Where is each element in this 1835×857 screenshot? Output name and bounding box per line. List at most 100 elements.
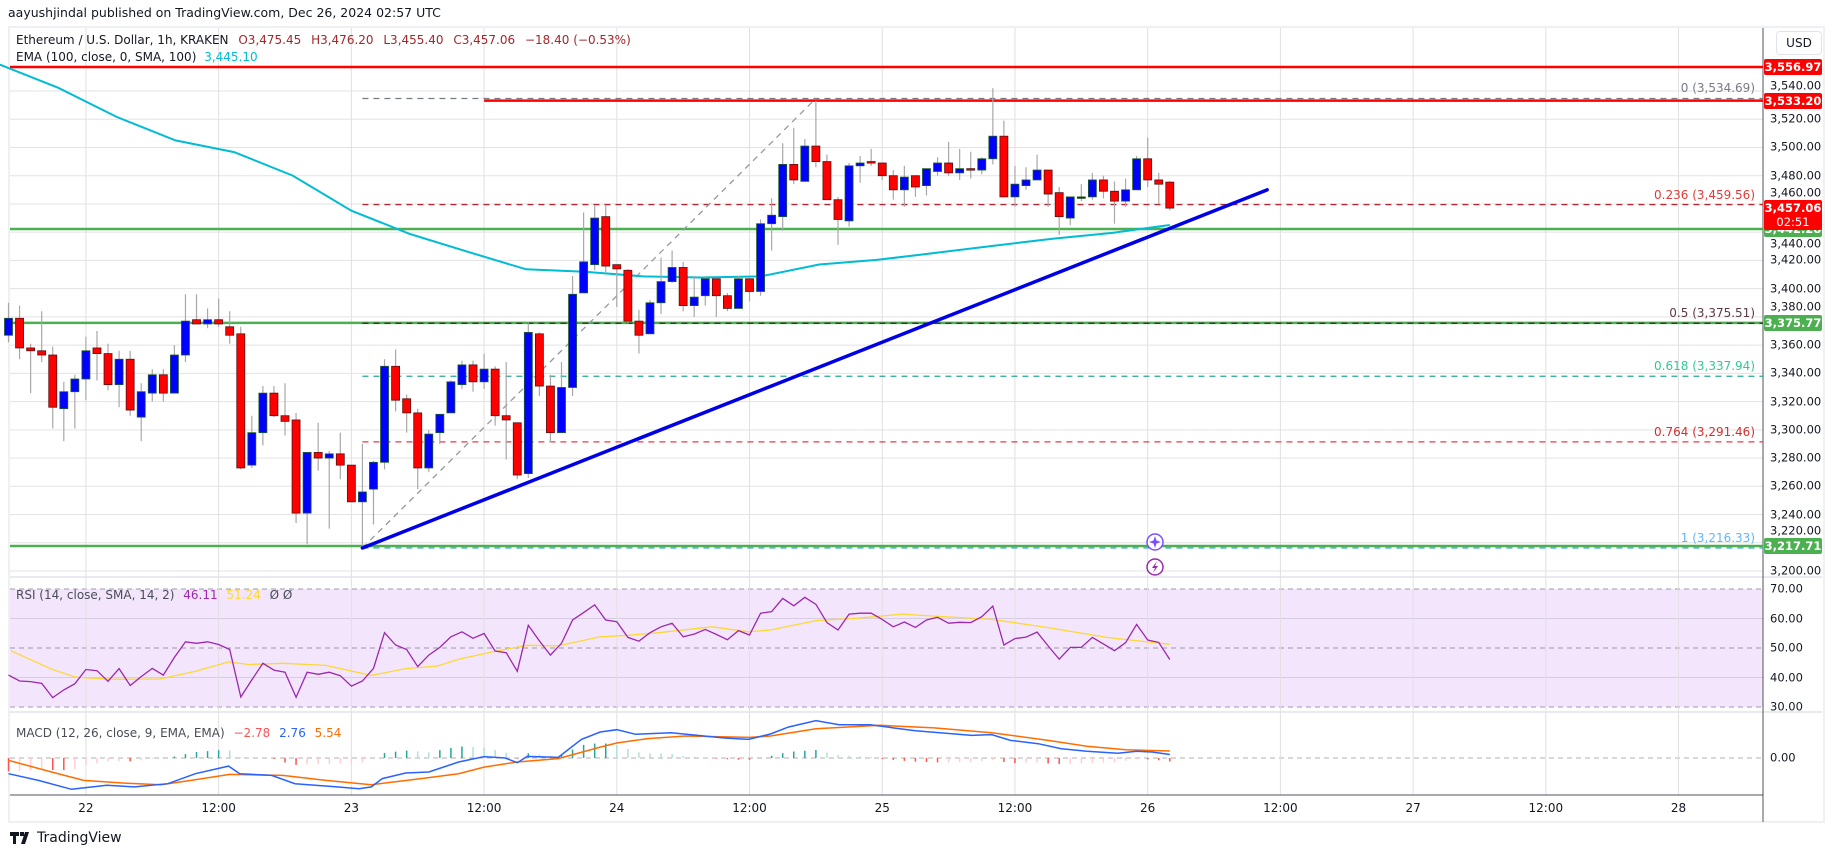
- candle-body: [557, 387, 566, 434]
- candle-body: [1021, 179, 1031, 186]
- low-value: L3,455.40: [383, 33, 444, 47]
- candle: [988, 88, 998, 165]
- candle-body: [800, 145, 810, 182]
- candle-body: [258, 392, 268, 434]
- candle-body: [1165, 181, 1175, 209]
- candle: [214, 298, 224, 327]
- candle: [922, 168, 931, 196]
- rsi-value: 46.11: [183, 588, 218, 602]
- candle: [236, 326, 246, 470]
- candle-body: [203, 319, 212, 325]
- candle: [800, 139, 810, 182]
- candle-body: [1087, 179, 1097, 198]
- candle-body: [446, 381, 456, 414]
- candle-body: [1065, 196, 1075, 219]
- rsi-extra: Ø Ø: [269, 588, 293, 602]
- candle-body: [26, 347, 36, 352]
- candle-body: [369, 461, 378, 490]
- candle-body: [1099, 179, 1108, 192]
- candle: [944, 141, 953, 176]
- candle-body: [114, 358, 124, 386]
- candle-body: [645, 302, 655, 335]
- chart-frame: [8, 26, 1825, 823]
- candle-body: [944, 162, 953, 174]
- tradingview-logo[interactable]: TradingView: [10, 830, 122, 846]
- price-level-badge: 3,556.97: [1764, 59, 1822, 76]
- rsi-sma-line: [10, 613, 1170, 680]
- symbol-title[interactable]: Ethereum / U.S. Dollar, 1h, KRAKEN: [16, 33, 229, 47]
- price-axis-label: 3,340.00: [1770, 365, 1822, 380]
- price-level-badge: 3,375.77: [1764, 314, 1822, 331]
- candle: [756, 219, 765, 296]
- candle: [711, 278, 721, 317]
- time-axis-label: 27: [1405, 801, 1421, 815]
- candle: [667, 250, 677, 284]
- lightning-event-icon[interactable]: [1146, 558, 1164, 576]
- candle-body: [313, 452, 323, 459]
- candle-body: [169, 354, 179, 394]
- price-axis-label: 3,540.00: [1770, 78, 1822, 92]
- candle: [280, 383, 290, 436]
- candle: [767, 198, 777, 251]
- candle-body: [324, 453, 334, 459]
- price-axis-label: 3,520.00: [1770, 111, 1822, 126]
- candle: [899, 165, 909, 207]
- macd-legend[interactable]: MACD (12, 26, close, 9, EMA, EMA) −2.78 …: [16, 726, 341, 740]
- candle: [247, 415, 257, 468]
- candle: [1099, 175, 1108, 199]
- last-price-value: 3,457.06: [1764, 201, 1822, 216]
- candle-body: [711, 278, 721, 297]
- close-value: C3,457.06: [453, 33, 516, 47]
- bar-countdown: 02:51: [1776, 215, 1810, 230]
- candle: [1043, 169, 1053, 207]
- candle: [557, 362, 566, 434]
- candle: [634, 309, 644, 354]
- candle: [546, 374, 555, 443]
- candle-body: [380, 365, 389, 463]
- candle: [523, 322, 533, 478]
- candle: [324, 451, 334, 529]
- candle: [1154, 172, 1164, 204]
- candle: [1010, 165, 1020, 207]
- candle: [1054, 187, 1064, 236]
- candle: [37, 311, 47, 363]
- publish-info: aayushjindal published on TradingView.co…: [8, 5, 441, 20]
- candle-body: [103, 353, 113, 386]
- sparkle-event-icon[interactable]: [1146, 533, 1164, 551]
- ema-legend[interactable]: EMA (100, close, 0, SMA, 100) 3,445.10: [16, 50, 258, 64]
- candle: [833, 196, 843, 245]
- macd-hist-value: −2.78: [233, 726, 271, 740]
- candle-body: [335, 453, 345, 466]
- candle-body: [1132, 158, 1142, 191]
- price-axis-label: 3,280.00: [1770, 450, 1822, 465]
- candle-body: [1054, 192, 1064, 218]
- candle: [955, 148, 965, 180]
- candle: [346, 464, 356, 503]
- candle-body: [689, 296, 699, 306]
- time-axis-label: 25: [874, 801, 890, 815]
- macd-line: [8, 719, 1170, 791]
- candle-body: [1010, 183, 1020, 198]
- candle-body: [756, 223, 765, 292]
- candle-body: [158, 374, 168, 394]
- fib-level-label: 0 (3,534.69): [1680, 81, 1755, 96]
- price-axis-label: 3,240.00: [1770, 507, 1822, 522]
- candle: [966, 151, 976, 179]
- rsi-axis-label: 50.00: [1770, 640, 1803, 655]
- candle: [225, 311, 235, 344]
- rsi-legend[interactable]: RSI (14, close, SMA, 14, 2) 46.11 51.24 …: [16, 588, 292, 602]
- candle-body: [37, 350, 47, 356]
- ema-label: EMA (100, close, 0, SMA, 100): [16, 50, 197, 64]
- candle: [933, 157, 942, 176]
- currency-button[interactable]: USD: [1776, 31, 1822, 55]
- candle-body: [523, 332, 533, 474]
- change-value: −18.40 (−0.53%): [524, 33, 631, 47]
- candle-body: [590, 217, 600, 266]
- candle-body: [546, 385, 555, 434]
- price-axis-label: 3,400.00: [1770, 281, 1822, 296]
- candle-body: [125, 358, 135, 411]
- candle-body: [435, 413, 445, 434]
- rsi-axis-label: 40.00: [1770, 670, 1803, 684]
- fib-level-label: 0.618 (3,337.94): [1654, 359, 1755, 374]
